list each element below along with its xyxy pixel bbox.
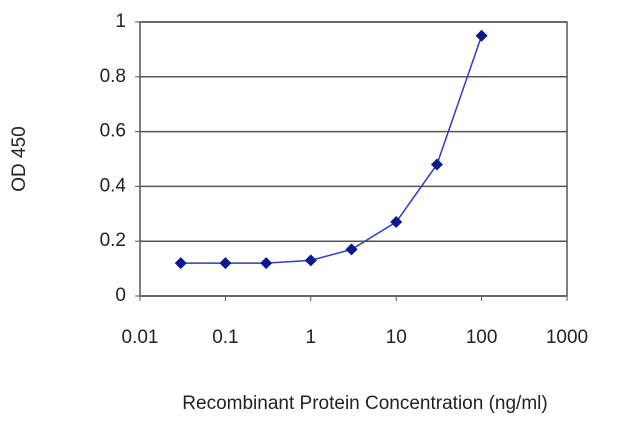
x-tick-label: 100 xyxy=(466,327,498,348)
x-tick-label: 1 xyxy=(306,327,317,348)
y-tick-label: 0.6 xyxy=(100,121,126,142)
x-tick-label: 0.01 xyxy=(122,327,159,348)
data-point xyxy=(345,243,358,256)
data-point xyxy=(219,257,232,270)
data-point xyxy=(430,158,443,171)
plot-frame xyxy=(139,21,568,297)
y-tick-label: 0 xyxy=(115,285,126,306)
data-point xyxy=(174,257,187,270)
data-point xyxy=(390,216,403,229)
data-point xyxy=(304,254,317,267)
x-tick-label: 0.1 xyxy=(212,327,238,348)
x-tick-label: 10 xyxy=(386,327,407,348)
x-tick-label: 1000 xyxy=(546,327,588,348)
x-axis-label: Recombinant Protein Concentration (ng/ml… xyxy=(182,393,547,414)
y-tick-label: 0.2 xyxy=(100,230,126,251)
data-point xyxy=(260,257,273,270)
data-point xyxy=(475,29,488,42)
y-tick-label: 0.4 xyxy=(100,175,127,196)
data-line xyxy=(180,35,483,264)
y-tick-label: 0.8 xyxy=(100,66,126,87)
y-tick-label: 1 xyxy=(115,11,126,32)
y-axis-label: OD 450 xyxy=(9,126,30,191)
